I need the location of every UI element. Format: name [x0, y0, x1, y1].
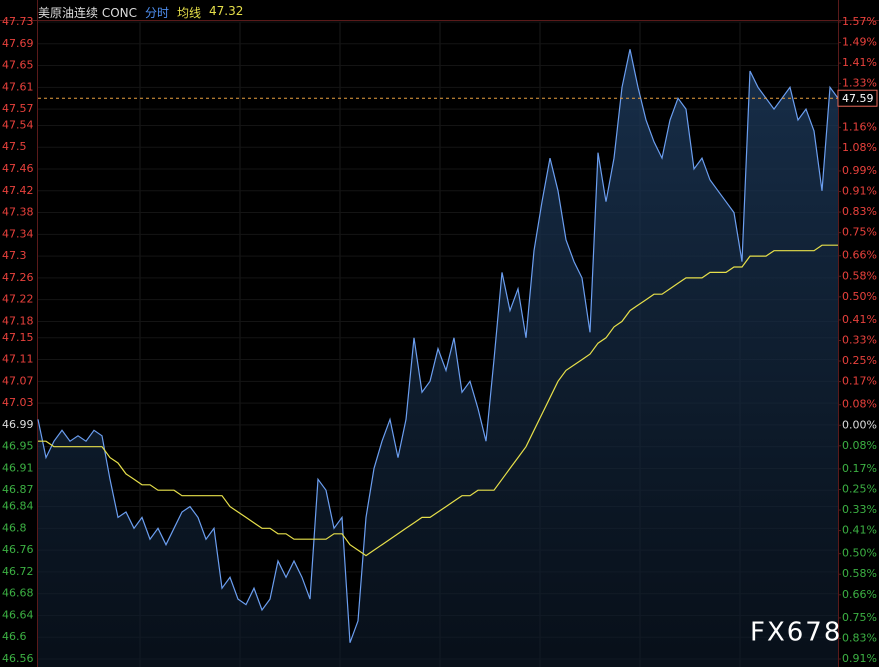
- y2-tick-label: 0.83%: [842, 631, 877, 644]
- y2-tick-label: 0.25%: [842, 482, 877, 495]
- y-tick-label: 46.64: [2, 608, 34, 621]
- average-line: [38, 244, 838, 557]
- y-tick-label: 46.68: [2, 587, 34, 600]
- y2-tick-label: 0.33%: [842, 503, 877, 516]
- legend-entry: 分时: [145, 6, 170, 20]
- y2-tick-label: 0.75%: [842, 611, 877, 624]
- y2-tick-label: 0.33%: [842, 334, 877, 347]
- y-tick-label: 46.56: [2, 652, 34, 665]
- y2-tick-label: 0.17%: [842, 462, 877, 475]
- y-tick-label: 47.07: [2, 374, 34, 387]
- price-area: [38, 49, 838, 667]
- y2-tick-label: 0.91%: [842, 652, 877, 665]
- price-line: [37, 49, 839, 643]
- last-price-box: [837, 89, 878, 107]
- y2-tick-label: 1.41%: [842, 56, 877, 69]
- y-tick-label: 47.3: [2, 249, 27, 262]
- header: 美原油连续 CONC 分时 均线 47.32: [38, 4, 243, 21]
- y-tick-label: 47.42: [2, 184, 34, 197]
- y-tick-label: 47.69: [2, 37, 34, 50]
- y2-tick-label: 1.16%: [842, 120, 877, 133]
- y-tick-label: 47.34: [2, 227, 34, 240]
- y-tick-label: 46.72: [2, 565, 34, 578]
- y-tick-label: 47.03: [2, 396, 34, 409]
- y2-tick-label: 0.99%: [842, 164, 877, 177]
- y2-tick-label: 0.58%: [842, 567, 877, 580]
- y-tick-label: 47.22: [2, 293, 34, 306]
- y2-tick-label: 1.49%: [842, 36, 877, 49]
- y-tick-label: 46.6: [2, 630, 27, 643]
- y-tick-label: 47.38: [2, 206, 34, 219]
- title: 美原油连续 CONC: [38, 6, 137, 20]
- y2-tick-label: 1.33%: [842, 77, 877, 90]
- y-tick-label: 47.26: [2, 271, 34, 284]
- y2-tick-label: 0.83%: [842, 205, 877, 218]
- y2-tick-label: 0.41%: [842, 313, 877, 326]
- y-tick-label: 47.5: [2, 140, 27, 153]
- y-tick-label: 47.65: [2, 59, 34, 72]
- y2-tick-label: 0.08%: [842, 398, 877, 411]
- y-tick-label: 46.91: [2, 461, 34, 474]
- y2-tick-label: 0.50%: [842, 547, 877, 560]
- y2-tick-label: 1.57%: [842, 15, 877, 28]
- y-tick-label: 46.87: [2, 483, 34, 496]
- y-tick-label: 47.54: [2, 118, 34, 131]
- y2-tick-label: 0.08%: [842, 439, 877, 452]
- y2-tick-label: 1.08%: [842, 141, 877, 154]
- y-tick-label: 46.76: [2, 543, 34, 556]
- y2-tick-label: 0.50%: [842, 290, 877, 303]
- y2-tick-label: 0.75%: [842, 226, 877, 239]
- y-tick-label: 46.99: [2, 418, 34, 431]
- legend-entry: 均线: [177, 6, 202, 20]
- legend-value: 47.32: [209, 4, 244, 18]
- y2-tick-label: 0.66%: [842, 588, 877, 601]
- y2-tick-label: 0.25%: [842, 354, 877, 367]
- y2-tick-label: 0.91%: [842, 185, 877, 198]
- y2-tick-label: 0.58%: [842, 269, 877, 282]
- y-tick-label: 46.84: [2, 500, 34, 513]
- y-tick-label: 47.57: [2, 102, 34, 115]
- y2-tick-label: 0.66%: [842, 249, 877, 262]
- y-tick-label: 46.95: [2, 440, 34, 453]
- y2-tick-label: 0.00%: [842, 418, 877, 431]
- y-tick-label: 46.8: [2, 521, 27, 534]
- y-tick-label: 47.61: [2, 80, 34, 93]
- last-price-label: 47.59: [842, 92, 874, 105]
- y2-tick-label: 0.17%: [842, 375, 877, 388]
- y-tick-label: 47.11: [2, 353, 34, 366]
- y-tick-label: 47.15: [2, 331, 34, 344]
- y-tick-label: 47.18: [2, 314, 34, 327]
- y-tick-label: 47.46: [2, 162, 34, 175]
- y2-tick-label: 0.41%: [842, 524, 877, 537]
- y-tick-label: 47.73: [2, 15, 34, 28]
- watermark: FX678: [750, 618, 842, 648]
